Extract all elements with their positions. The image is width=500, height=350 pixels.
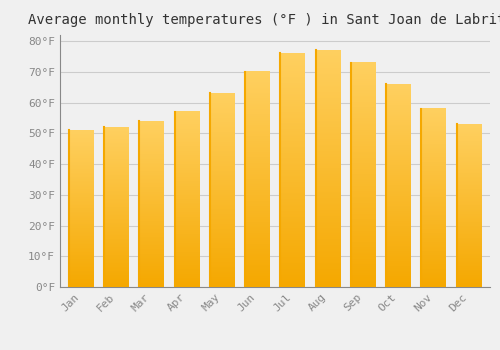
Title: Average monthly temperatures (°F ) in Sant Joan de Labritja: Average monthly temperatures (°F ) in Sa… [28, 13, 500, 27]
